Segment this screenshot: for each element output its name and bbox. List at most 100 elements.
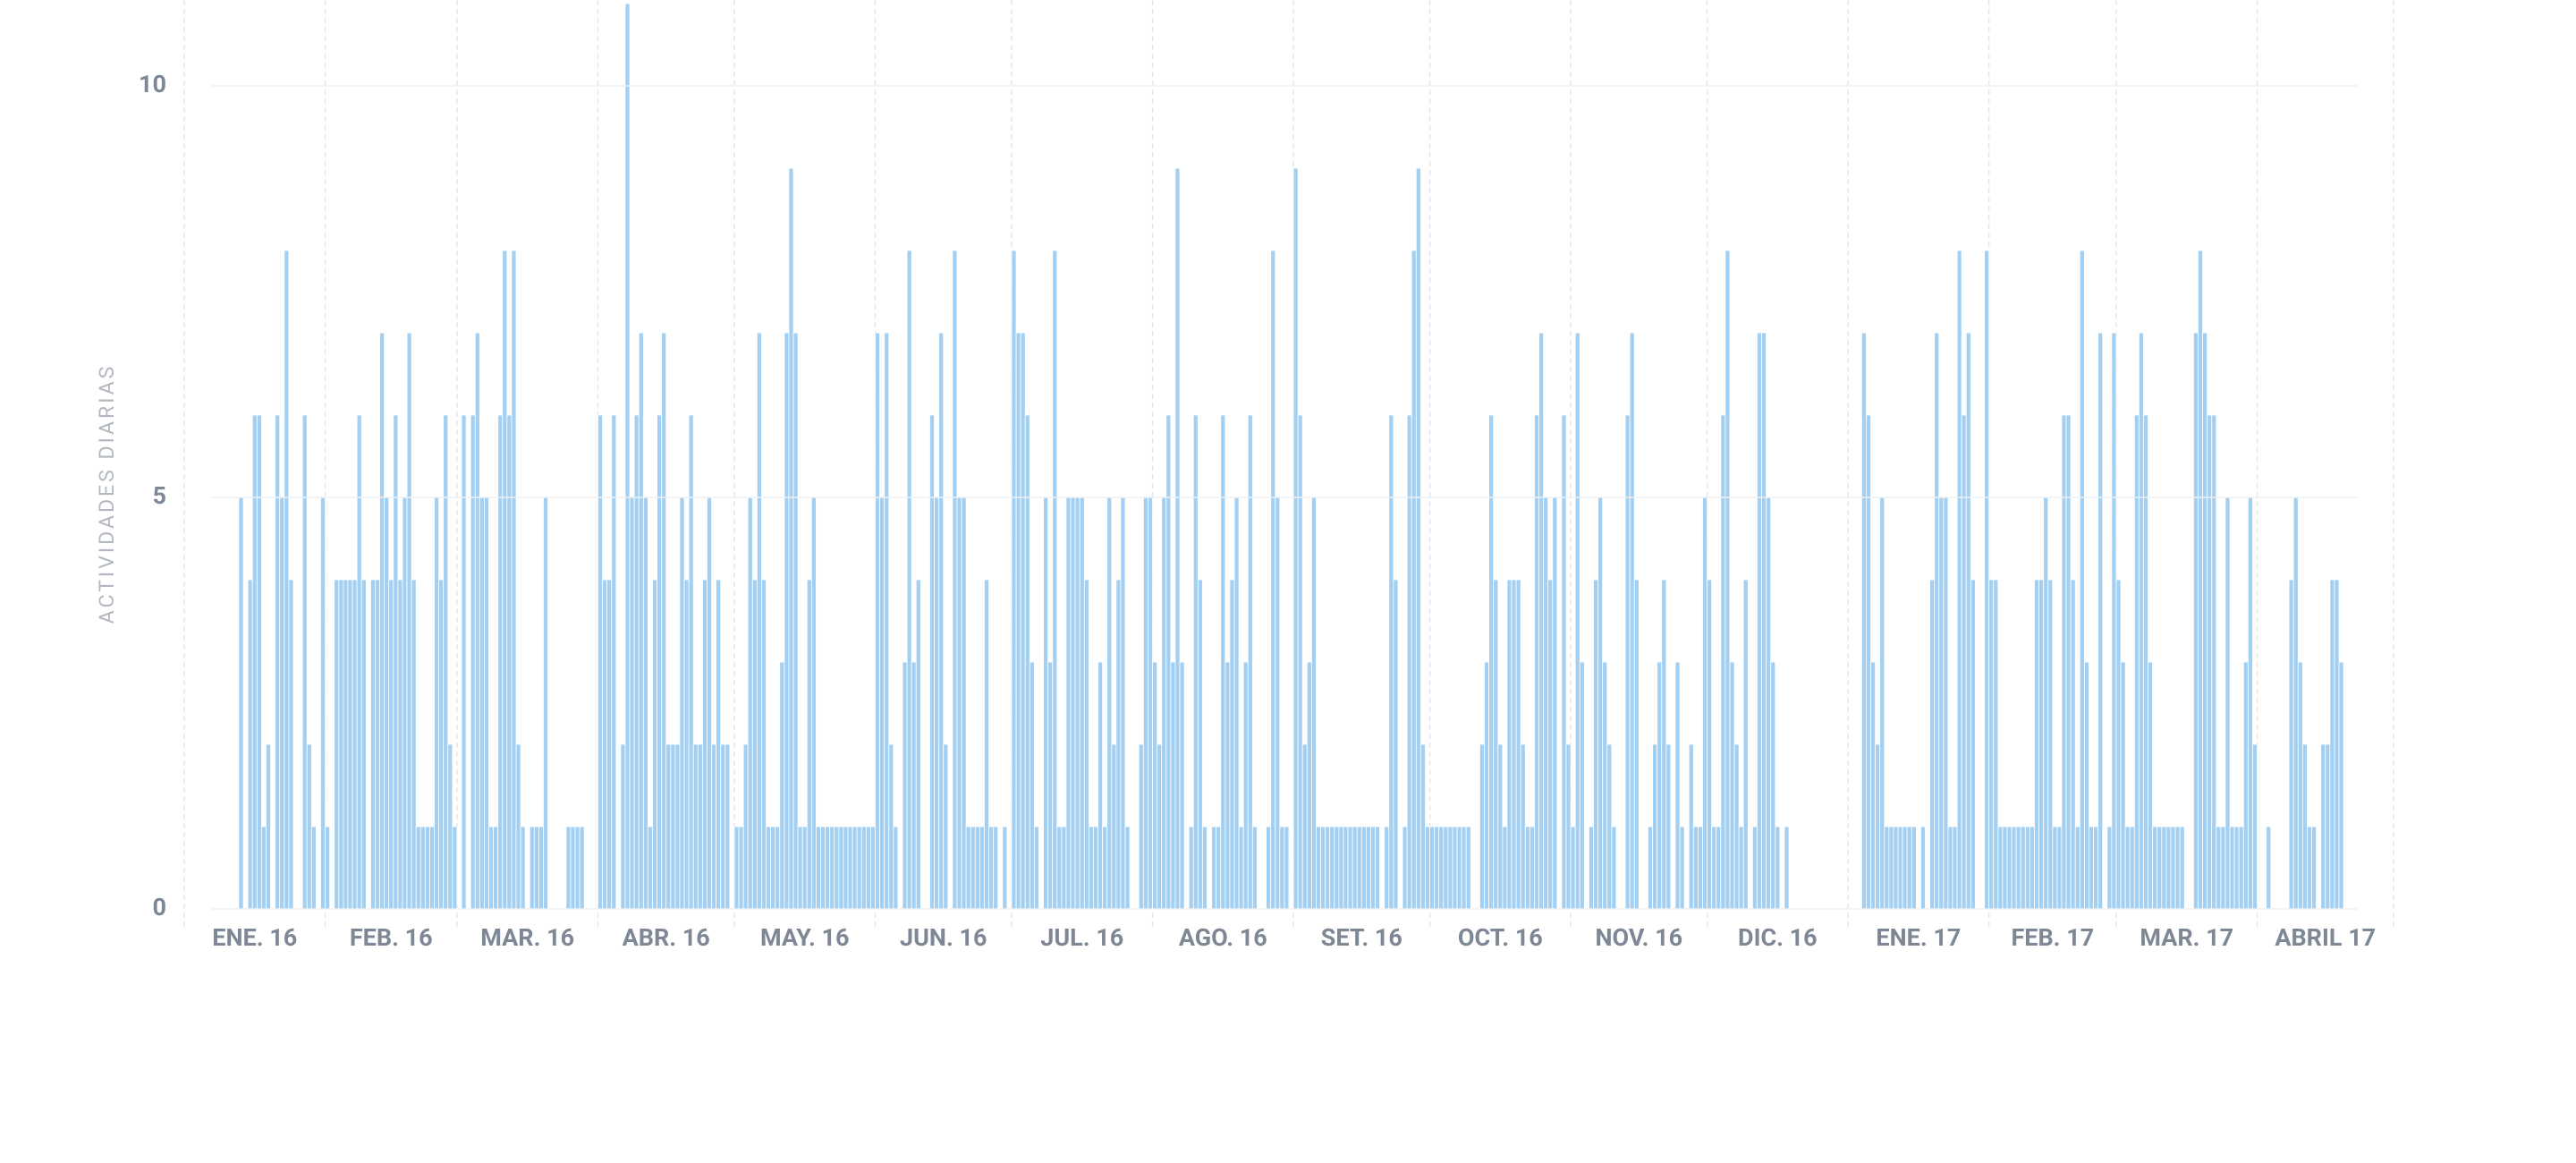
bar	[1279, 826, 1285, 910]
bar	[1484, 661, 1490, 910]
bar	[1929, 579, 1936, 910]
bar	[1534, 414, 1539, 910]
bar	[1860, 332, 1867, 910]
bar	[1316, 826, 1321, 910]
bar	[701, 579, 708, 910]
bar	[429, 826, 435, 910]
bar	[579, 826, 585, 910]
bar	[533, 826, 539, 910]
x-tick-label: JUL. 16	[1040, 923, 1123, 952]
x-tick-label: OCT. 16	[1458, 923, 1543, 952]
bar	[470, 414, 476, 910]
bar	[870, 826, 876, 910]
bar	[565, 826, 572, 910]
bar	[2070, 579, 2076, 910]
bar	[1648, 826, 1653, 910]
bar	[461, 414, 467, 910]
bar	[479, 497, 485, 910]
bar	[711, 743, 717, 910]
bar	[1093, 826, 1098, 910]
bar	[1202, 826, 1208, 910]
bar	[797, 826, 803, 910]
bar	[1893, 826, 1899, 910]
bar	[2038, 579, 2045, 910]
bar	[911, 661, 917, 910]
bar	[1875, 743, 1881, 910]
bar	[1729, 661, 1735, 910]
bar	[1301, 743, 1308, 910]
bar	[606, 579, 613, 910]
bar	[1707, 579, 1713, 910]
bar	[742, 743, 749, 910]
bar	[761, 579, 767, 910]
bar	[1870, 661, 1877, 910]
x-tick-label: ENE. 17	[1876, 923, 1961, 952]
bar	[747, 497, 753, 910]
bar	[801, 826, 808, 910]
bar	[1165, 414, 1172, 910]
bar	[2207, 414, 2213, 910]
bar	[2192, 332, 2199, 910]
bar	[1751, 826, 1758, 910]
bar	[397, 579, 403, 910]
bar	[688, 414, 694, 910]
y-tick-label: 5	[153, 481, 167, 510]
bar	[865, 826, 871, 910]
bar	[256, 414, 262, 910]
x-tick-label: ABR. 16	[623, 923, 710, 952]
bar	[288, 579, 294, 910]
bar	[1020, 332, 1026, 910]
bar	[2079, 250, 2085, 910]
bar	[1216, 826, 1222, 910]
y-axis-title: ACTIVIDADES DIARIAS	[95, 364, 119, 624]
bar	[1602, 661, 1608, 910]
bar	[2047, 579, 2054, 910]
bar	[1488, 414, 1495, 910]
bar	[979, 826, 985, 910]
bar	[638, 332, 644, 910]
bar	[1757, 332, 1762, 910]
bar	[993, 826, 999, 910]
bar	[2238, 826, 2244, 910]
bar	[424, 826, 430, 910]
bar	[502, 250, 508, 910]
bar	[1306, 661, 1312, 910]
bar	[1311, 497, 1317, 910]
bar	[356, 414, 362, 910]
bar	[1120, 497, 1126, 910]
bar	[574, 826, 580, 910]
bar	[775, 826, 781, 910]
bar	[806, 579, 812, 910]
bar	[488, 826, 494, 910]
bar	[411, 579, 417, 910]
bar	[1502, 826, 1508, 910]
bar	[1633, 579, 1640, 910]
bar	[1220, 414, 1226, 910]
bar	[1761, 332, 1767, 910]
bar	[1456, 826, 1462, 910]
bar	[2124, 826, 2131, 910]
bar	[251, 414, 258, 910]
bar	[2179, 826, 2185, 910]
bar	[624, 3, 631, 910]
bar	[352, 579, 358, 910]
bar	[388, 579, 394, 910]
bar	[1124, 826, 1131, 910]
bar	[2115, 579, 2122, 910]
bar	[2061, 414, 2067, 910]
bar	[893, 826, 899, 910]
bar	[1961, 414, 1967, 910]
bar	[1611, 826, 1617, 910]
bar	[2015, 826, 2021, 910]
bar	[1111, 743, 1117, 910]
bar	[733, 826, 740, 910]
bar	[1702, 497, 1707, 910]
bar	[360, 579, 367, 910]
bar	[379, 332, 386, 910]
bar	[1402, 826, 1408, 910]
bar	[515, 743, 521, 910]
bar	[888, 743, 894, 910]
bar	[1338, 826, 1344, 910]
bar	[692, 743, 699, 910]
bar	[1965, 332, 1971, 910]
